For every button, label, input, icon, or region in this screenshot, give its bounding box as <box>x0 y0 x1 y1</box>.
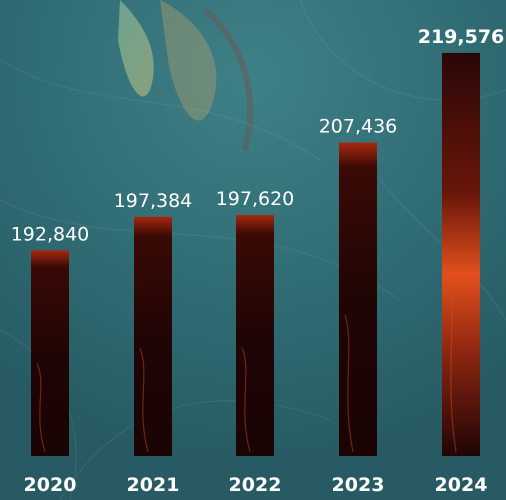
bar-2021 <box>134 216 172 456</box>
bar-texture-2024 <box>447 274 457 453</box>
bar-texture-2021 <box>139 348 149 453</box>
category-label-2021: 2021 <box>127 474 180 496</box>
category-label-2022: 2022 <box>229 474 282 496</box>
bar-2023 <box>339 142 377 456</box>
bar-texture-2023 <box>344 314 354 453</box>
bars-group <box>31 52 480 457</box>
value-label-2021: 197,384 <box>114 190 193 212</box>
category-label-2023: 2023 <box>332 474 385 496</box>
bar-2022 <box>236 215 274 456</box>
value-label-2023: 207,436 <box>319 116 398 138</box>
value-label-2022: 197,620 <box>216 188 295 210</box>
value-label-2024: 219,576 <box>418 26 505 48</box>
bar-2020 <box>31 250 69 456</box>
category-label-2024: 2024 <box>435 474 488 496</box>
value-label-2020: 192,840 <box>11 223 90 245</box>
category-labels-group: 2020 2021 2022 2023 2024 <box>24 474 488 496</box>
bar-texture-2022 <box>241 347 251 453</box>
bar-2024 <box>442 52 480 457</box>
category-label-2020: 2020 <box>24 474 77 496</box>
bar-texture-2020 <box>36 363 46 453</box>
value-labels-group: 192,840 197,384 197,620 207,436 219,576 <box>11 26 505 245</box>
